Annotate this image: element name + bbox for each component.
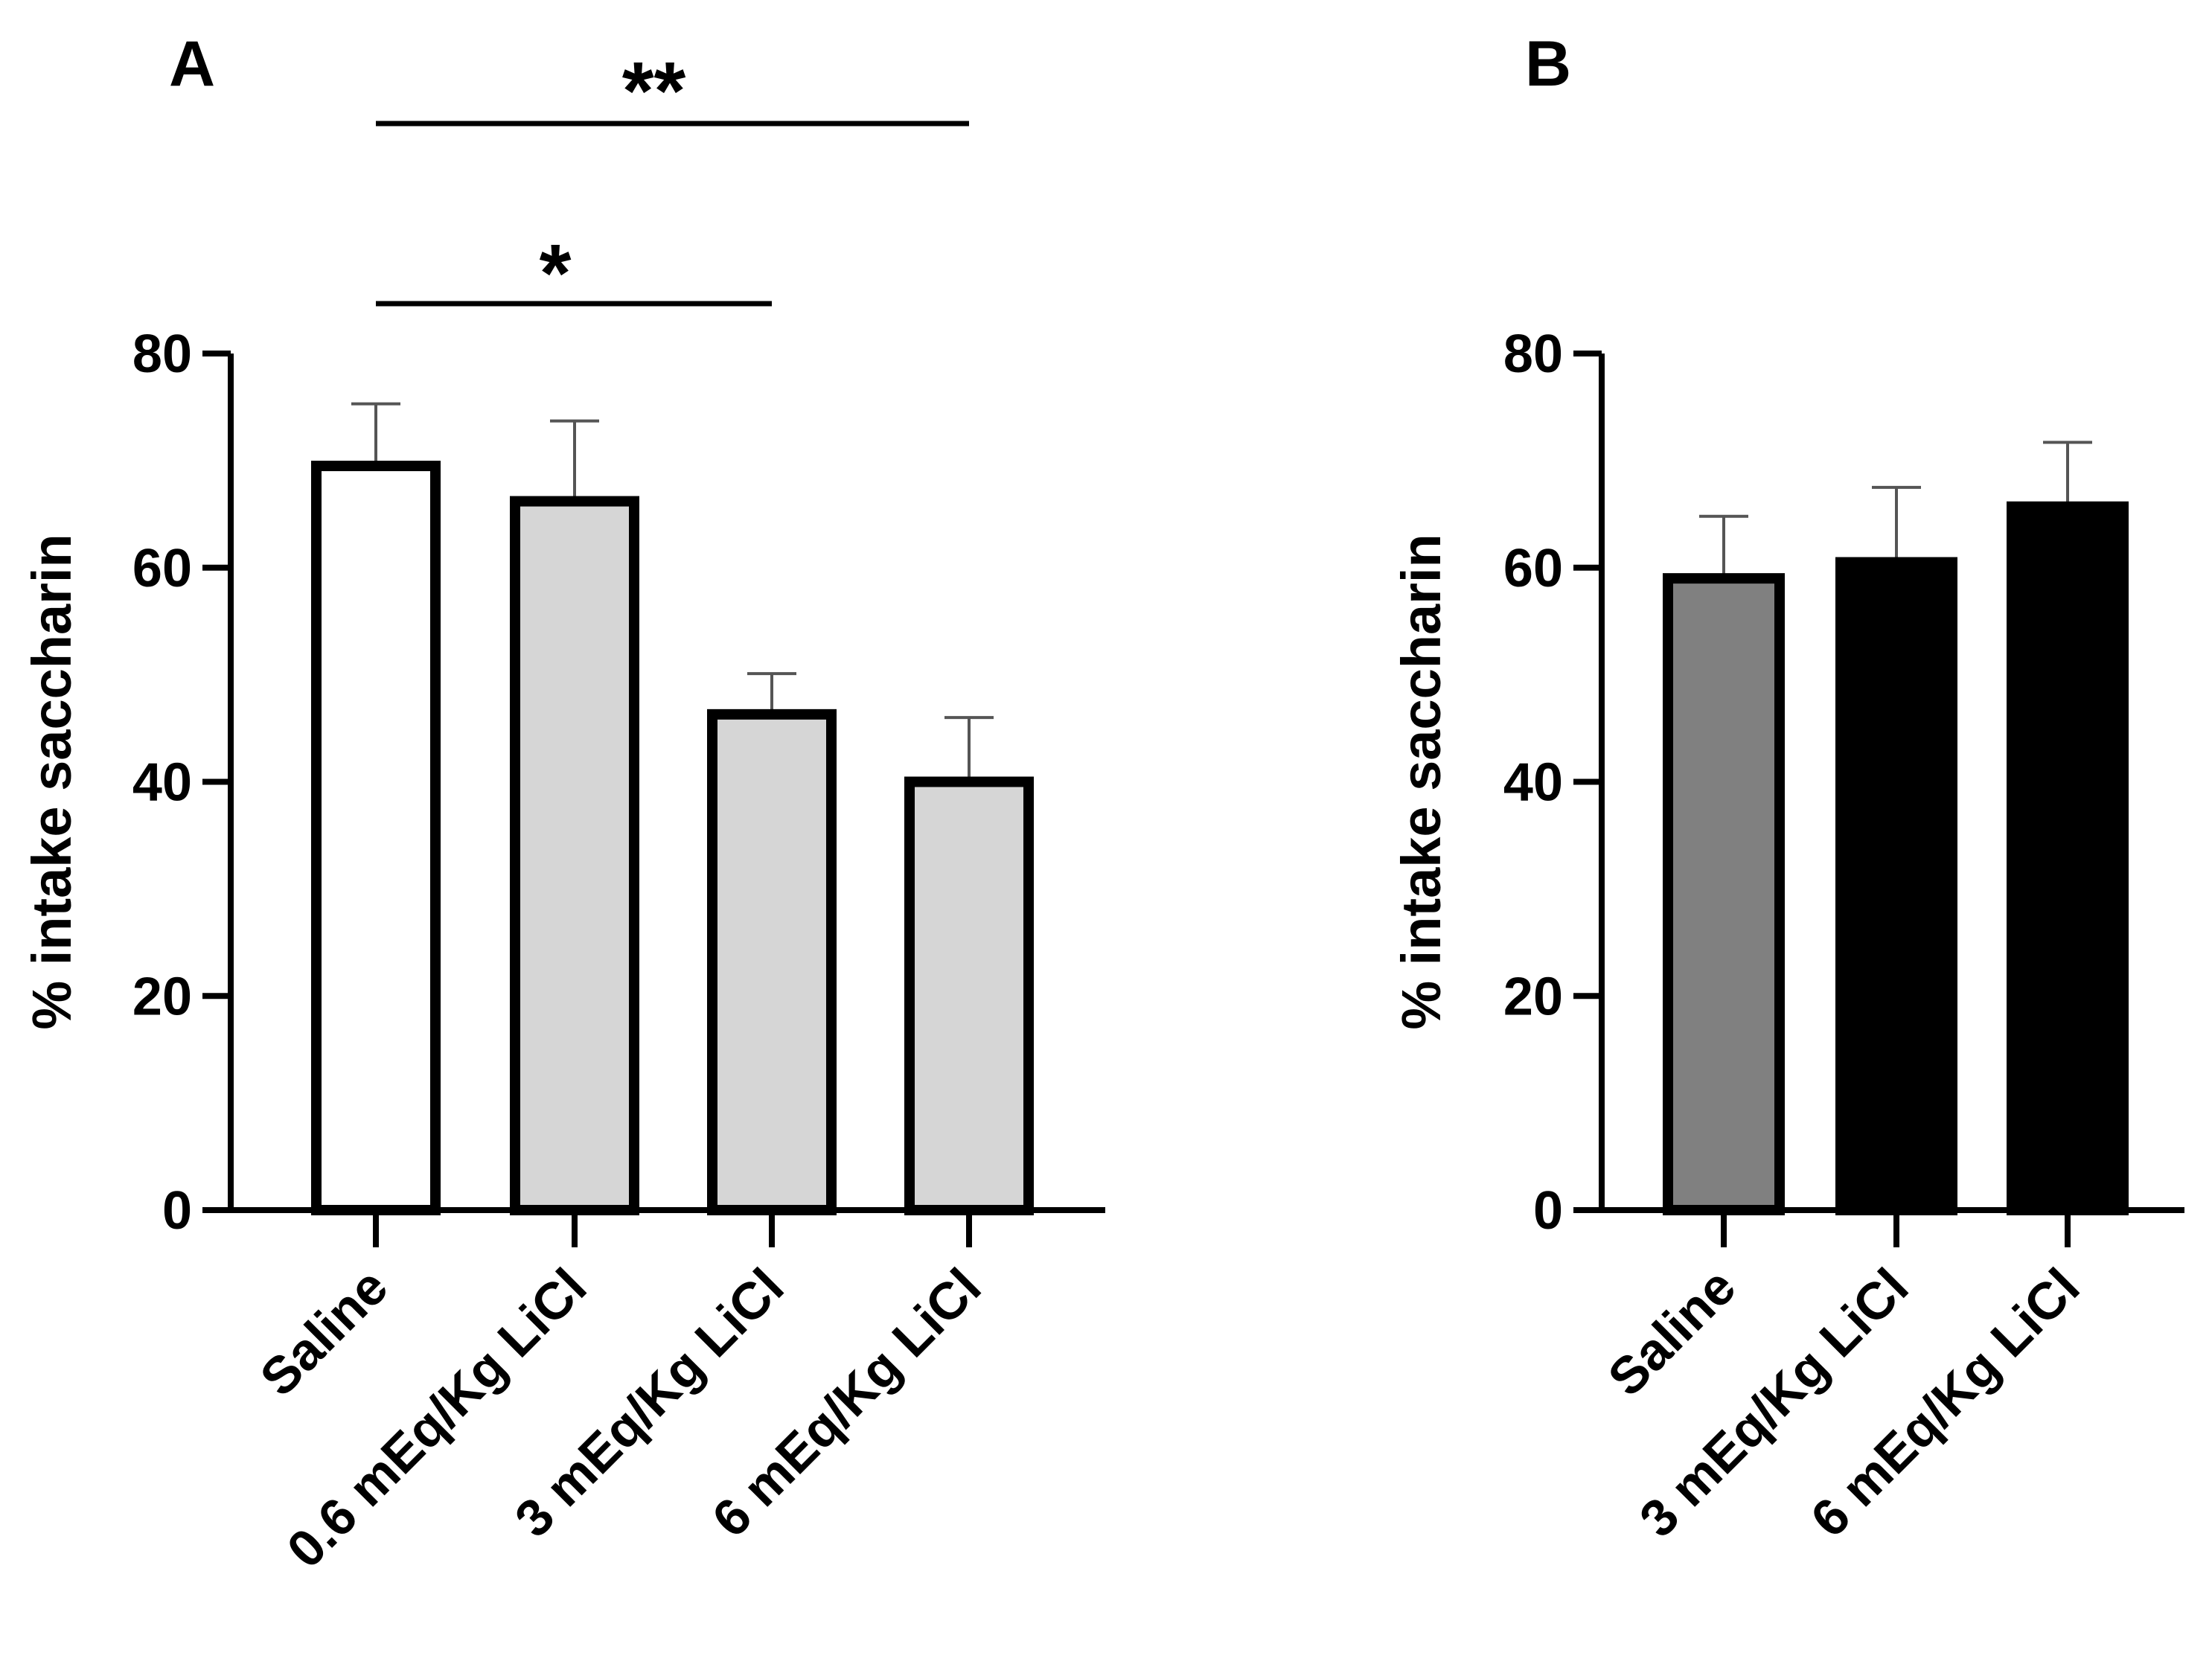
bar bbox=[510, 496, 639, 1215]
significance-label: * bbox=[540, 228, 572, 319]
bar bbox=[2007, 501, 2129, 1215]
bar bbox=[1663, 573, 1785, 1215]
y-tick-label: 80 bbox=[132, 324, 192, 384]
y-tick-label: 40 bbox=[1503, 753, 1563, 813]
y-tick-label: 0 bbox=[1533, 1181, 1563, 1241]
significance-label: ** bbox=[622, 45, 686, 137]
y-axis-title: % intake saccharin bbox=[1390, 534, 1452, 1029]
y-tick-label: 0 bbox=[162, 1181, 192, 1241]
panel-label: A bbox=[169, 28, 215, 100]
y-tick-label: 40 bbox=[132, 753, 192, 813]
bar bbox=[707, 709, 837, 1215]
y-tick-label: 20 bbox=[1503, 967, 1563, 1026]
bar bbox=[1835, 557, 1957, 1215]
panel-label: B bbox=[1525, 28, 1571, 100]
x-tick-label: Saline bbox=[249, 1257, 399, 1407]
y-tick-label: 60 bbox=[132, 539, 192, 598]
x-tick-label: Saline bbox=[1597, 1257, 1747, 1407]
y-tick-label: 80 bbox=[1503, 324, 1563, 384]
bar bbox=[904, 776, 1034, 1215]
y-tick-label: 60 bbox=[1503, 539, 1563, 598]
y-tick-label: 20 bbox=[132, 967, 192, 1026]
bar bbox=[311, 461, 441, 1215]
y-axis-title: % intake saccharin bbox=[21, 534, 83, 1029]
